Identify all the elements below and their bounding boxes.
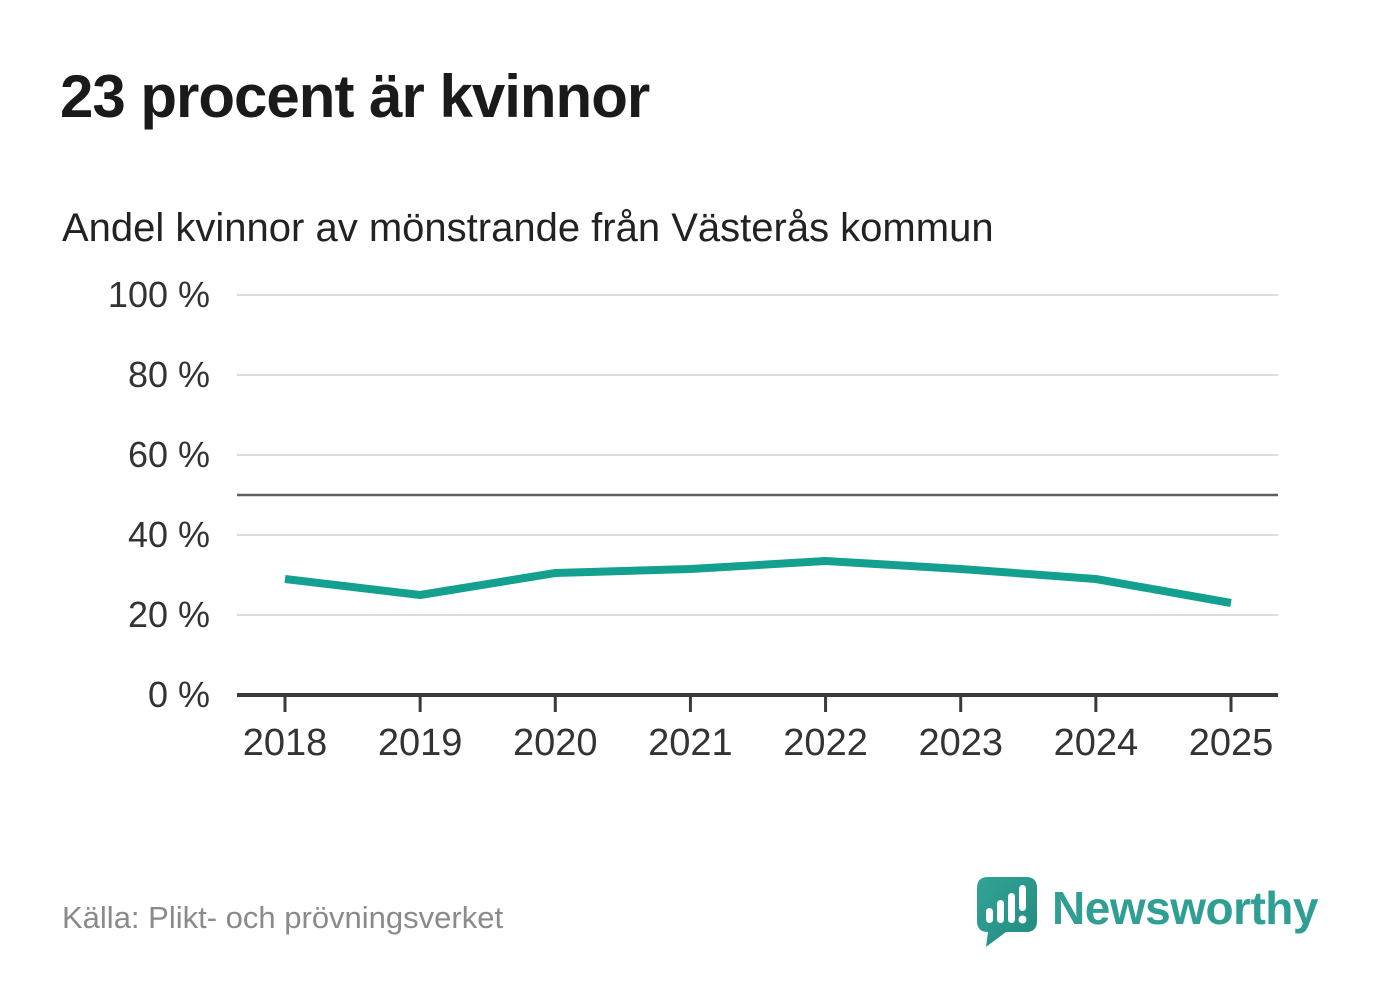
y-tick-label: 80 % [128, 354, 210, 395]
x-tick-label: 2022 [783, 722, 868, 764]
y-tick-label: 20 % [128, 594, 210, 635]
x-tick-label: 2019 [378, 722, 463, 764]
x-tick-label: 2018 [243, 722, 328, 764]
x-tick-label: 2020 [513, 722, 598, 764]
chart-subtitle: Andel kvinnor av mönstrande från Västerå… [62, 206, 994, 250]
bar-3 [1008, 893, 1016, 923]
y-tick-label: 0 % [148, 674, 210, 715]
x-tick-label: 2025 [1189, 722, 1274, 764]
y-tick-label: 60 % [128, 434, 210, 475]
newsworthy-logo: Newsworthy [976, 876, 1318, 948]
exclamation-bar [1019, 885, 1027, 911]
brand-name: Newsworthy [1052, 882, 1318, 934]
bar-1 [986, 908, 994, 923]
source-note: Källa: Plikt- och prövningsverket [62, 900, 504, 935]
newsworthy-logo-icon [977, 877, 1038, 947]
exclamation-dot [1018, 915, 1027, 924]
y-tick-label: 100 % [108, 274, 210, 315]
y-tick-label: 40 % [128, 514, 210, 555]
bar-2 [997, 900, 1005, 923]
x-tick-label: 2021 [648, 722, 733, 764]
data-line [284, 557, 1232, 607]
x-tick-label: 2023 [918, 722, 1003, 764]
x-tick-label: 2024 [1054, 722, 1139, 764]
page-title: 23 procent är kvinnor [60, 63, 650, 130]
